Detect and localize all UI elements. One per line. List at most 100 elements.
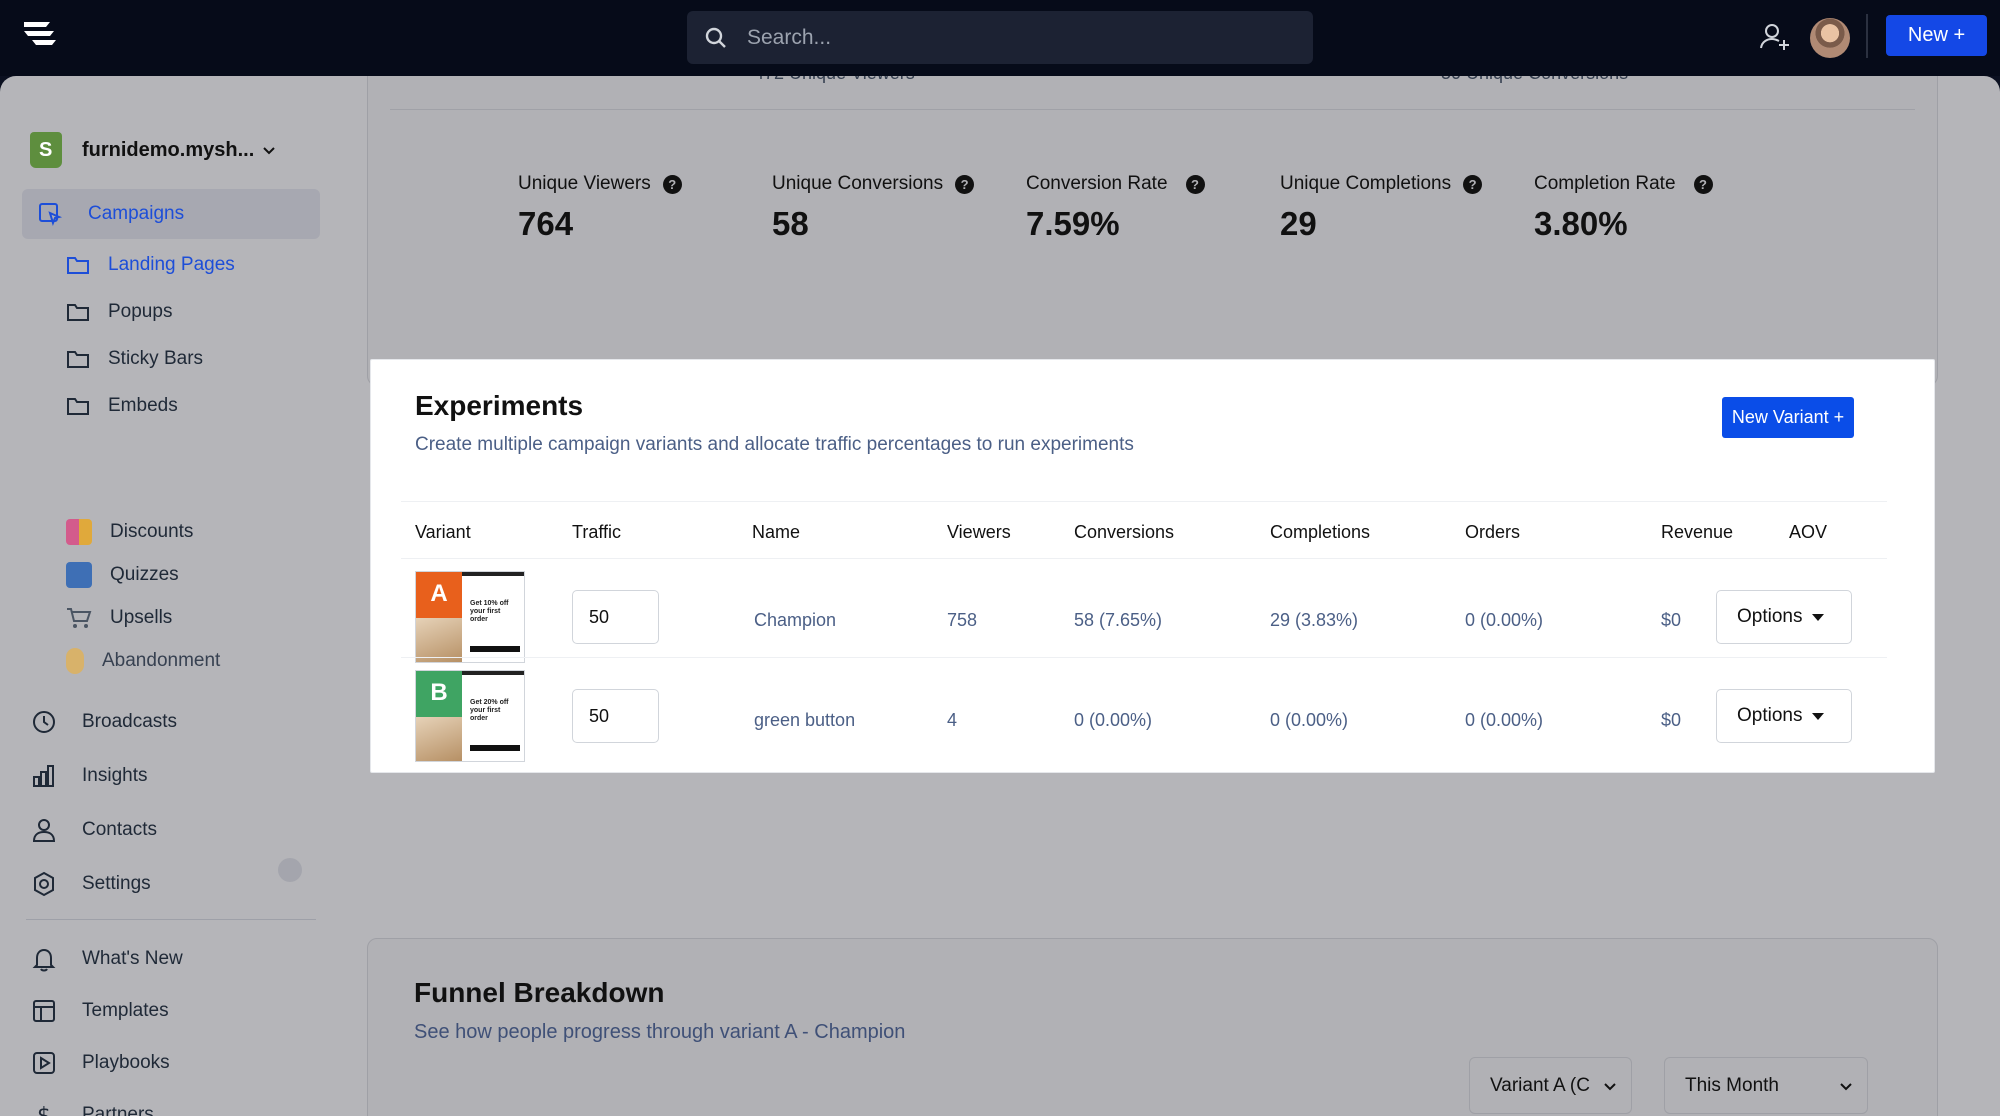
viewers-cell: 758: [947, 610, 978, 630]
variant-name[interactable]: green button: [754, 710, 856, 730]
add-user-icon[interactable]: [1758, 20, 1792, 54]
stat-conversion-rate: Conversion Rate? 7.59%: [1026, 173, 1205, 243]
variant-name[interactable]: Champion: [754, 610, 837, 630]
search-icon: [705, 27, 726, 48]
sidebar: furnidemo.mysh... Campaigns Landing Page…: [0, 76, 340, 1116]
sidebar-item-abandonment[interactable]: Abandonment: [66, 641, 220, 681]
folder-icon: [67, 351, 89, 368]
experiments-divider: [401, 501, 1887, 502]
sidebar-item-broadcasts[interactable]: Broadcasts: [30, 699, 177, 745]
sidebar-item-label: Embeds: [108, 395, 178, 416]
sidebar-item-label: Abandonment: [102, 650, 221, 671]
orders-cell: 0 (0.00%): [1465, 710, 1544, 730]
sidebar-divider: [26, 919, 316, 920]
revenue-cell: $0: [1661, 610, 1682, 630]
thumbnail-cta: [470, 646, 520, 652]
variant-thumbnail-b[interactable]: B Get 20% off your first order: [415, 670, 525, 762]
sidebar-item-label: Quizzes: [110, 564, 179, 585]
sidebar-item-embeds[interactable]: Embeds: [66, 386, 178, 426]
sidebar-item-partners[interactable]: $ Partners: [30, 1092, 154, 1116]
top-bar: New +: [0, 0, 2000, 76]
app-canvas: furnidemo.mysh... Campaigns Landing Page…: [0, 76, 2000, 1116]
sidebar-item-discounts[interactable]: Discounts: [66, 512, 193, 552]
options-dropdown[interactable]: Options: [1716, 590, 1852, 644]
user-avatar[interactable]: [1810, 18, 1850, 58]
column-header-viewers: Viewers: [947, 522, 1011, 542]
wave-hand-icon: [66, 648, 84, 674]
help-icon[interactable]: ?: [1185, 174, 1205, 194]
shuffle-icon: [66, 562, 92, 588]
column-header-aov: AOV: [1789, 522, 1828, 542]
shopify-icon: [30, 132, 62, 168]
conversions-cell: 58 (7.65%): [1074, 610, 1163, 630]
help-icon[interactable]: ?: [1693, 174, 1713, 194]
revenue-cell: $0: [1661, 710, 1682, 730]
product-image: [416, 717, 462, 761]
shopping-bags-icon: [66, 519, 92, 545]
column-header-conversions: Conversions: [1074, 522, 1175, 542]
thumbnail-text: Get 10% off your first order: [470, 600, 509, 623]
sidebar-item-upsells[interactable]: Upsells: [66, 598, 172, 638]
completions-cell: 0 (0.00%): [1270, 710, 1349, 730]
caret-down-icon: [1812, 712, 1825, 720]
stat-unique-completions: Unique Completions? 29: [1280, 173, 1483, 243]
help-icon[interactable]: ?: [662, 174, 682, 194]
stats-divider: [390, 109, 1915, 110]
variant-badge: A: [416, 572, 462, 618]
traffic-input[interactable]: [572, 590, 659, 644]
caret-down-icon: [1812, 613, 1825, 621]
folder-icon: [67, 257, 89, 274]
sidebar-item-landing-pages[interactable]: Landing Pages: [66, 245, 235, 285]
help-icon[interactable]: ?: [955, 174, 975, 194]
sidebar-item-whats-new[interactable]: What's New: [30, 936, 183, 982]
unique-viewers-summary: 472 Unique Viewers: [754, 76, 915, 84]
header-divider: [401, 558, 1887, 559]
new-variant-button[interactable]: New Variant +: [1722, 397, 1854, 438]
sidebar-item-label: Templates: [82, 1000, 169, 1021]
variant-thumbnail-a[interactable]: A Get 10% off your first order: [415, 571, 525, 663]
search-bar[interactable]: [687, 11, 1313, 64]
sidebar-item-playbooks[interactable]: Playbooks: [30, 1040, 170, 1086]
store-name: furnidemo.mysh...: [82, 138, 255, 161]
help-icon[interactable]: ?: [1463, 174, 1483, 194]
sidebar-item-insights[interactable]: Insights: [30, 753, 147, 799]
chevron-down-icon: [263, 147, 275, 155]
experiments-panel: Experiments Create multiple campaign var…: [370, 359, 1935, 773]
column-header-traffic: Traffic: [572, 522, 622, 542]
bar-chart-icon: [33, 765, 54, 787]
options-label: Options: [1737, 606, 1803, 627]
experiments-subtitle: Create multiple campaign variants and al…: [415, 434, 1134, 455]
app-logo-icon[interactable]: [20, 14, 60, 54]
stats-panel: 472 Unique Viewers 50 Unique Conversions…: [367, 76, 1938, 386]
sidebar-item-quizzes[interactable]: Quizzes: [66, 555, 179, 595]
store-switcher[interactable]: furnidemo.mysh...: [30, 128, 278, 172]
sidebar-item-label: Partners: [82, 1104, 154, 1116]
sidebar-item-label: Campaigns: [88, 203, 185, 224]
search-input[interactable]: [747, 25, 1267, 50]
options-dropdown[interactable]: Options: [1716, 689, 1852, 743]
sidebar-item-contacts[interactable]: Contacts: [30, 807, 157, 853]
conversions-cell: 0 (0.00%): [1074, 710, 1153, 730]
funnel-title: Funnel Breakdown: [414, 977, 665, 1008]
experiments-title: Experiments: [415, 390, 584, 421]
variant-select-value: Variant A (C: [1490, 1074, 1590, 1096]
sidebar-item-campaigns[interactable]: Campaigns: [22, 189, 320, 239]
dollar-icon: $: [37, 1104, 51, 1116]
sidebar-item-popups[interactable]: Popups: [66, 292, 172, 332]
period-select[interactable]: This Month: [1664, 1057, 1868, 1114]
chevron-down-icon: [1840, 1083, 1852, 1091]
period-select-value: This Month: [1685, 1074, 1779, 1096]
stat-value: 58: [772, 205, 809, 242]
stat-value: 3.80%: [1534, 205, 1628, 242]
thumbnail-text: Get 20% off your first order: [470, 699, 509, 722]
folder-icon: [67, 398, 89, 415]
gear-icon: [34, 871, 54, 897]
sidebar-item-sticky-bars[interactable]: Sticky Bars: [66, 339, 203, 379]
sidebar-item-templates[interactable]: Templates: [30, 988, 169, 1034]
sidebar-item-settings[interactable]: Settings: [30, 861, 151, 907]
traffic-input[interactable]: [572, 689, 659, 743]
variant-select[interactable]: Variant A (C: [1469, 1057, 1632, 1114]
product-image: [416, 618, 462, 662]
new-button[interactable]: New +: [1886, 15, 1987, 56]
campaigns-icon: [36, 200, 64, 228]
